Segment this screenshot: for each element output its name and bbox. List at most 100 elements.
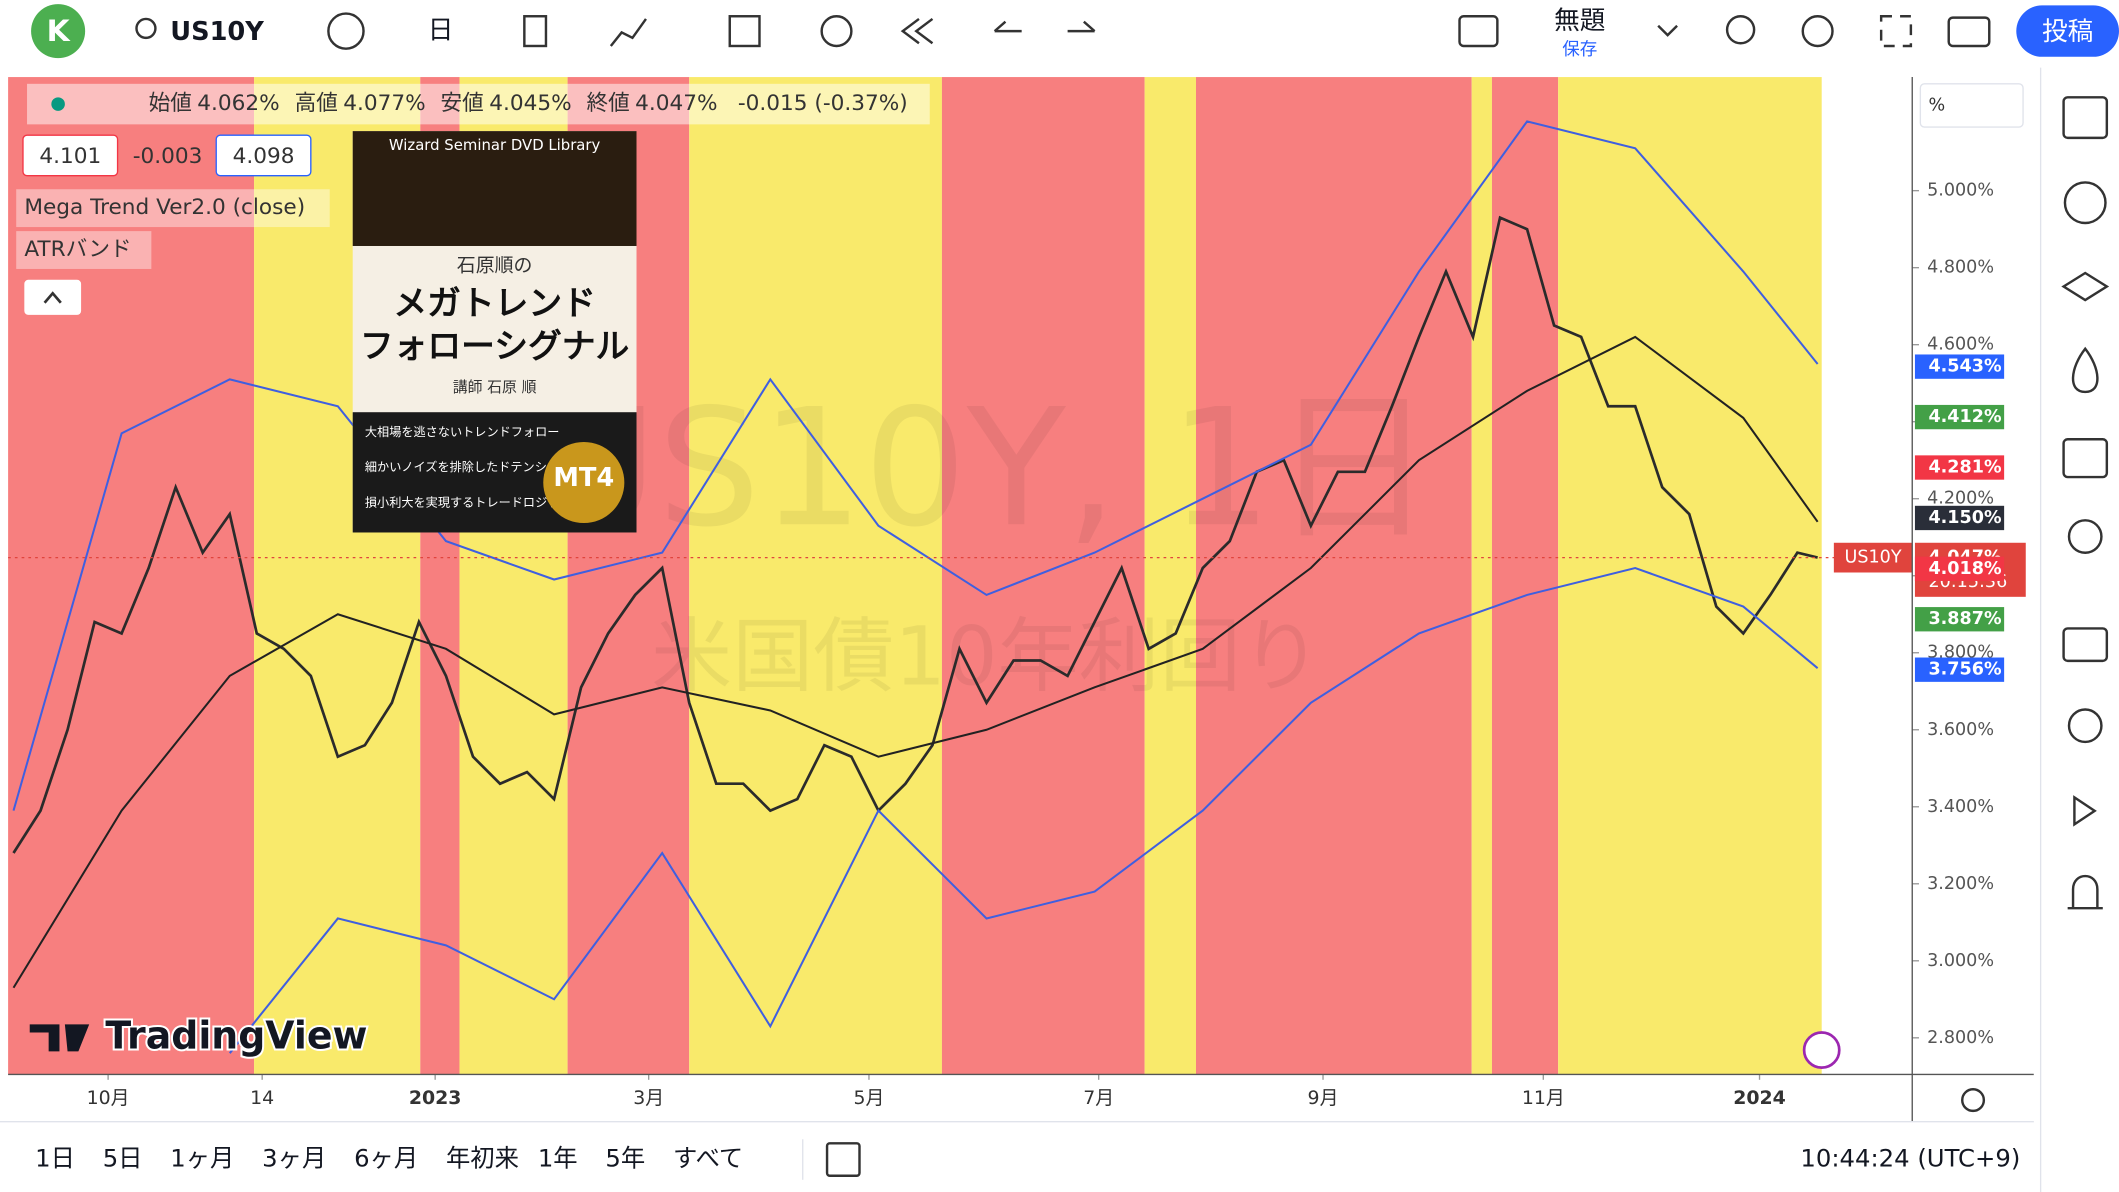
trend-region xyxy=(8,77,255,1075)
ohlc-label: 安値 xyxy=(441,91,484,116)
alert[interactable] xyxy=(820,15,853,48)
notifications[interactable] xyxy=(2067,874,2103,910)
ohlc-value: 4.047% xyxy=(635,91,717,116)
range-button[interactable]: 5年 xyxy=(605,1144,645,1173)
range-button[interactable]: 年初来 xyxy=(446,1144,519,1173)
ad-top xyxy=(352,131,637,246)
snapshot[interactable] xyxy=(1947,16,1991,48)
layout-name[interactable]: 無題 xyxy=(1554,6,1605,36)
top-toolbar: K US10Y 日 無題 保存 投稿 xyxy=(0,0,2119,68)
price-badge-label: 3.756% xyxy=(1928,660,2002,680)
y-tick-label: 2.800% xyxy=(1927,1028,1994,1048)
range-button[interactable]: 6ヶ月 xyxy=(354,1144,418,1173)
settings[interactable] xyxy=(1801,15,1834,48)
interval[interactable]: 日 xyxy=(428,16,454,46)
price-badge-label: 4.281% xyxy=(1928,458,2002,478)
ohlc-value: 4.062% xyxy=(197,91,279,116)
range-button[interactable]: すべて xyxy=(673,1144,743,1173)
ideas[interactable] xyxy=(2067,519,2103,554)
streams-play[interactable] xyxy=(2073,795,2097,827)
spread: -0.003 xyxy=(133,144,203,169)
publish-button[interactable] xyxy=(2016,5,2119,57)
chats[interactable] xyxy=(2062,627,2109,663)
calendar[interactable] xyxy=(2062,438,2109,479)
trend-region xyxy=(1144,77,1196,1075)
search-icon[interactable] xyxy=(135,17,157,40)
date-range[interactable] xyxy=(825,1142,861,1177)
trend-region xyxy=(941,77,1145,1075)
price-badge-label: 4.543% xyxy=(1928,357,2002,377)
layout-select[interactable] xyxy=(1458,15,1499,48)
data-window[interactable] xyxy=(2061,271,2110,302)
layouts[interactable] xyxy=(728,15,761,48)
price-badge xyxy=(1914,404,2005,430)
indicators[interactable] xyxy=(609,18,647,47)
x-tick-label: 14 xyxy=(250,1087,274,1109)
ask: 4.098 xyxy=(233,144,295,169)
save[interactable]: 保存 xyxy=(1562,40,1597,60)
series-line xyxy=(12,335,1819,989)
x-tick-label: 2024 xyxy=(1733,1087,1786,1109)
trend-region xyxy=(689,77,942,1075)
symbol-badge xyxy=(1833,542,1913,573)
collapse-button[interactable] xyxy=(24,279,82,315)
trend-region xyxy=(1471,77,1492,1075)
x-tick-label: 11月 xyxy=(1522,1087,1565,1109)
range-button[interactable]: 1ヶ月 xyxy=(170,1144,234,1173)
indicator[interactable]: ATRバンド xyxy=(24,237,131,262)
y-tick-label: 4.800% xyxy=(1927,258,1994,278)
y-tick-label: 3.600% xyxy=(1927,720,1994,740)
clock[interactable]: 10:44:24 (UTC+9) xyxy=(1800,1144,2020,1173)
watchlist[interactable] xyxy=(2062,96,2109,140)
right-sidebar xyxy=(2033,67,2119,1192)
quick-search[interactable] xyxy=(1725,15,1756,45)
unit-box[interactable] xyxy=(1919,83,2024,128)
ask-box[interactable] xyxy=(215,134,312,177)
status-dot xyxy=(51,97,65,111)
alerts[interactable] xyxy=(2063,181,2107,225)
range-button[interactable]: 1年 xyxy=(538,1144,578,1173)
symbol-badge-label: US10Y xyxy=(1845,548,1902,568)
y-tick-label: 5.000% xyxy=(1927,181,1994,201)
price-badge-label: 4.150% xyxy=(1928,508,2002,528)
undo[interactable] xyxy=(993,20,1022,33)
ohlc-label: 始値 xyxy=(149,91,192,116)
ad-image[interactable]: Wizard Seminar DVD Library 石原順のメガトレンドフォロー… xyxy=(352,131,637,533)
symbol[interactable]: US10Y xyxy=(170,17,264,47)
x-tick-label: 10月 xyxy=(87,1087,130,1109)
ohlc-value: 4.077% xyxy=(343,91,425,116)
price-badge xyxy=(1914,505,2005,531)
layout-menu[interactable] xyxy=(1657,24,1678,37)
chart-type[interactable] xyxy=(523,15,548,48)
streams[interactable] xyxy=(2067,708,2103,744)
replay[interactable] xyxy=(900,17,934,45)
price-badge xyxy=(1914,657,2005,682)
bid-box[interactable] xyxy=(22,134,119,177)
indicator[interactable]: Mega Trend Ver2.0 (close) xyxy=(24,195,305,220)
axis-settings[interactable] xyxy=(1961,1088,1986,1113)
range-button[interactable]: 3ヶ月 xyxy=(262,1144,326,1173)
ad-point: 損小利大を実現するトレードロジック xyxy=(365,494,572,509)
range-button[interactable]: 1日 xyxy=(35,1144,75,1173)
avatar[interactable] xyxy=(31,4,86,59)
add-symbol[interactable] xyxy=(327,12,365,50)
ad-lecturer: 講師 石原 順 xyxy=(453,378,537,396)
trend-region xyxy=(1491,77,1559,1075)
watermark-name: 米国債10年利回り xyxy=(651,611,1322,705)
flash-icon[interactable] xyxy=(1802,1031,1841,1069)
bid: 4.101 xyxy=(39,144,101,169)
ad-title: メガトレンド xyxy=(393,282,596,322)
legend: 始値 4.062% 高値 4.077% 安値 4.045% 終値 4.047% -0.015 (… xyxy=(16,83,930,315)
indicator-bg xyxy=(16,189,330,228)
fullscreen[interactable] xyxy=(1879,15,1913,48)
axis-unit: % xyxy=(1928,95,1945,115)
range-button[interactable]: 5日 xyxy=(103,1144,143,1173)
price-badge xyxy=(1914,607,2005,632)
y-tick-label: 3.200% xyxy=(1927,874,1994,894)
series-line xyxy=(228,566,1819,1054)
ohlc-value: 4.045% xyxy=(489,91,571,116)
y-tick-label: 4.200% xyxy=(1927,489,1994,509)
hotlists[interactable] xyxy=(2071,346,2099,394)
